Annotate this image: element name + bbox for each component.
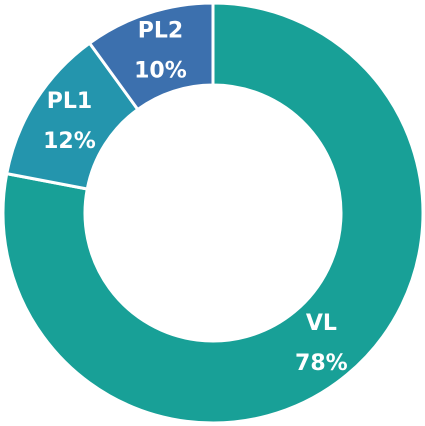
slice-category-label: PL1 <box>47 89 92 114</box>
slice-category-label: PL2 <box>138 18 183 43</box>
slice-value-label: 78% <box>295 351 348 376</box>
slice-value-label: 10% <box>134 58 187 83</box>
donut-slice <box>87 1 215 112</box>
slice-value-label: 12% <box>43 129 96 154</box>
slice-category-label: VL <box>306 311 337 336</box>
